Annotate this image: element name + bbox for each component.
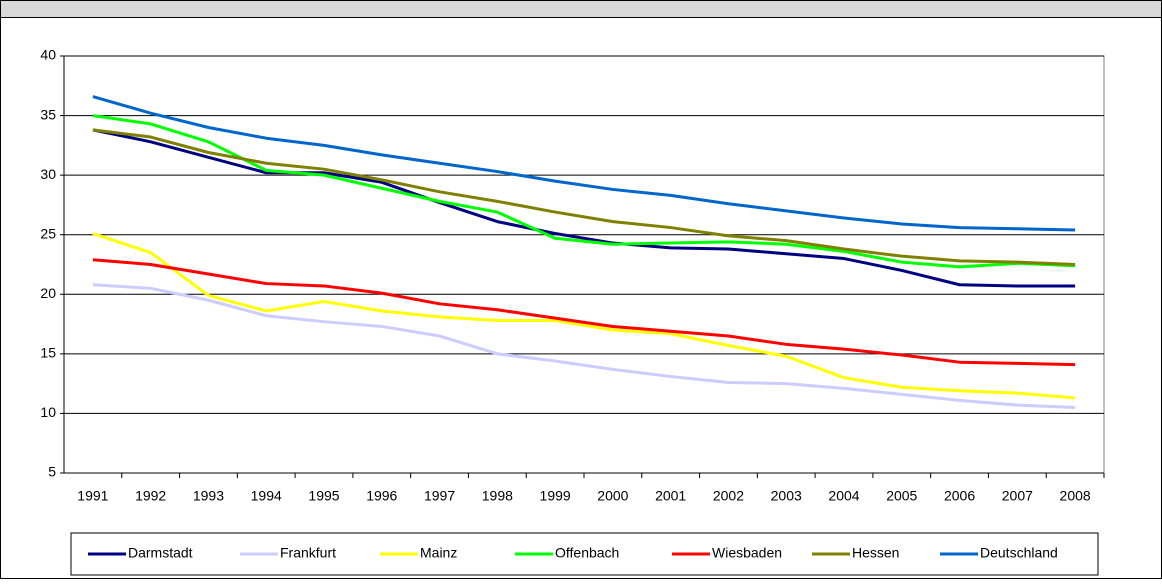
y-tick-label: 5 [48,464,56,480]
x-tick-label: 2007 [1002,488,1033,504]
y-tick-label: 20 [40,285,56,301]
x-tick-label: 1996 [366,488,397,504]
x-tick-label: 1995 [308,488,339,504]
x-tick-label: 1994 [251,488,282,504]
x-tick-label: 2002 [713,488,744,504]
y-tick-label: 15 [40,345,56,361]
series-line [92,95,1076,232]
x-tick-label: 1997 [424,488,455,504]
legend-label: Frankfurt [280,545,336,561]
legend-label: Wiesbaden [712,545,782,561]
x-tick-label: 1991 [77,488,108,504]
header-bar [0,0,1162,18]
y-tick-label: 30 [40,166,56,182]
x-tick-label: 2004 [828,488,859,504]
series-line [92,128,1076,266]
x-tick-label: 1992 [135,488,166,504]
legend-label: Offenbach [555,545,619,561]
y-tick-label: 10 [40,404,56,420]
x-tick-label: 2006 [944,488,975,504]
x-tick-label: 2008 [1060,488,1091,504]
x-tick-label: 2001 [655,488,686,504]
y-tick-label: 35 [40,106,56,122]
y-tick-label: 25 [40,225,56,241]
x-tick-label: 1998 [482,488,513,504]
series-line [92,258,1076,367]
series-line [92,232,1076,400]
legend-label: Deutschland [980,545,1058,561]
x-tick-label: 2000 [597,488,628,504]
series-line [92,114,1076,269]
series-line [92,283,1076,409]
series-line [92,128,1076,288]
legend-label: Hessen [852,545,899,561]
x-tick-label: 2003 [771,488,802,504]
y-tick-label: 40 [40,47,56,63]
x-tick-label: 2005 [886,488,917,504]
legend-label: Mainz [420,545,457,561]
x-tick-label: 1999 [540,488,571,504]
x-tick-label: 1993 [193,488,224,504]
legend-label: Darmstadt [128,545,193,561]
